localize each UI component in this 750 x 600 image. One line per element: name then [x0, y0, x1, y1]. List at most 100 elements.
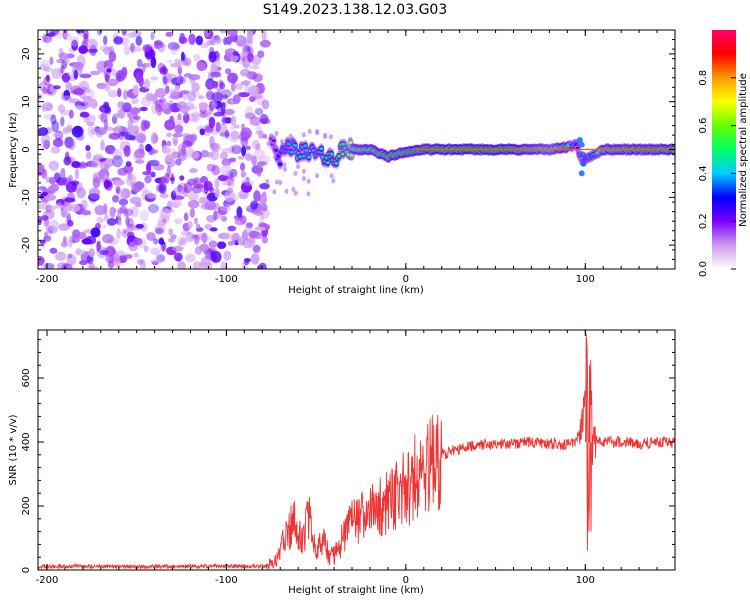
noise-blob [107, 218, 117, 226]
noise-blob [147, 159, 160, 167]
noise-blob [187, 200, 200, 209]
noise-blob [116, 228, 121, 239]
noise-blob [166, 140, 172, 147]
noise-blob [61, 263, 73, 269]
noise-blob [62, 30, 68, 40]
noise-blob [229, 125, 236, 130]
noise-blob [127, 125, 137, 134]
noise-blob [160, 100, 169, 110]
noise-blob [135, 35, 143, 46]
noise-blob [177, 66, 183, 75]
noise-blob [38, 186, 47, 191]
noise-blob [323, 134, 328, 139]
noise-blob [78, 45, 88, 54]
noise-blob [204, 200, 217, 211]
noise-blob [199, 112, 209, 118]
noise-blob [157, 220, 167, 227]
noise-blob [265, 179, 270, 185]
noise-blob [237, 155, 245, 160]
noise-blob [93, 155, 103, 161]
noise-blob [261, 235, 268, 244]
noise-blob [245, 145, 252, 150]
noise-blob [230, 115, 237, 126]
noise-blob [143, 120, 151, 130]
noise-blob [117, 88, 122, 98]
noise-blob [112, 148, 123, 160]
noise-blob [221, 215, 228, 222]
figure-title: S149.2023.138.12.03.G03 [263, 2, 448, 18]
noise-blob [240, 162, 245, 172]
noise-blob [124, 135, 136, 141]
noise-blob [306, 191, 311, 197]
noise-blob [221, 116, 227, 126]
noise-blob [168, 228, 174, 236]
noise-blob [183, 212, 189, 221]
noise-blob [284, 188, 289, 194]
noise-blob [238, 53, 244, 65]
noise-blob [130, 42, 135, 53]
noise-blob [215, 121, 221, 133]
noise-blob [210, 142, 221, 153]
noise-blob [135, 72, 143, 84]
noise-blob [191, 90, 201, 97]
noise-blob [117, 190, 126, 200]
noise-blob [246, 30, 254, 40]
noise-blob [64, 32, 72, 41]
noise-blob [210, 150, 220, 161]
noise-blob [197, 95, 205, 100]
noise-blob [64, 136, 74, 149]
noise-blob [221, 158, 232, 167]
noise-blob [261, 203, 268, 212]
noise-blob [104, 144, 116, 155]
noise-blob [206, 235, 212, 241]
noise-blob [53, 85, 61, 90]
x-tick-label: -100 [215, 274, 238, 285]
noise-blob [244, 112, 256, 120]
noise-blob [65, 82, 73, 91]
noise-blob [123, 164, 134, 174]
noise-blob [249, 116, 261, 126]
noise-blob [71, 180, 79, 186]
noise-blob [158, 182, 167, 194]
noise-blob [188, 192, 199, 201]
noise-blob [174, 124, 184, 134]
noise-blob [230, 130, 240, 140]
noise-blob [245, 222, 253, 229]
snr-y-label: SNR (10 * v/v) [8, 414, 19, 485]
noise-blob [215, 36, 221, 45]
noise-blob [226, 179, 233, 184]
noise-blob [315, 173, 320, 179]
noise-blob [218, 232, 230, 240]
noise-blob [112, 113, 121, 118]
colorbar-gradient [712, 30, 736, 269]
noise-blob [219, 30, 227, 34]
noise-blob [129, 196, 142, 205]
noise-blob [102, 233, 114, 244]
ridge-core [329, 152, 334, 156]
ridge-core [274, 148, 279, 152]
noise-blob [192, 261, 202, 269]
noise-blob [136, 259, 144, 265]
noise-blob [123, 45, 131, 56]
noise-blob [172, 202, 179, 209]
noise-blob [40, 215, 49, 221]
noise-blob [221, 147, 233, 154]
noise-blob [74, 104, 84, 110]
noise-blob [47, 32, 56, 37]
x-tick-label: -100 [215, 575, 238, 586]
noise-blob [158, 237, 165, 245]
noise-blob [51, 68, 62, 79]
noise-blob [170, 62, 182, 68]
ridge-core [289, 150, 294, 154]
noise-blob [50, 114, 57, 125]
noise-blob [132, 115, 142, 120]
ridge-spike [578, 141, 585, 148]
spectrogram-y-label: Frequency (Hz) [8, 112, 19, 188]
noise-blob [259, 113, 269, 124]
noise-blob [63, 31, 68, 38]
noise-blob [193, 53, 201, 62]
noise-blob [162, 144, 167, 154]
noise-blob [329, 134, 333, 140]
noise-blob [133, 150, 145, 161]
noise-blob [181, 144, 186, 157]
